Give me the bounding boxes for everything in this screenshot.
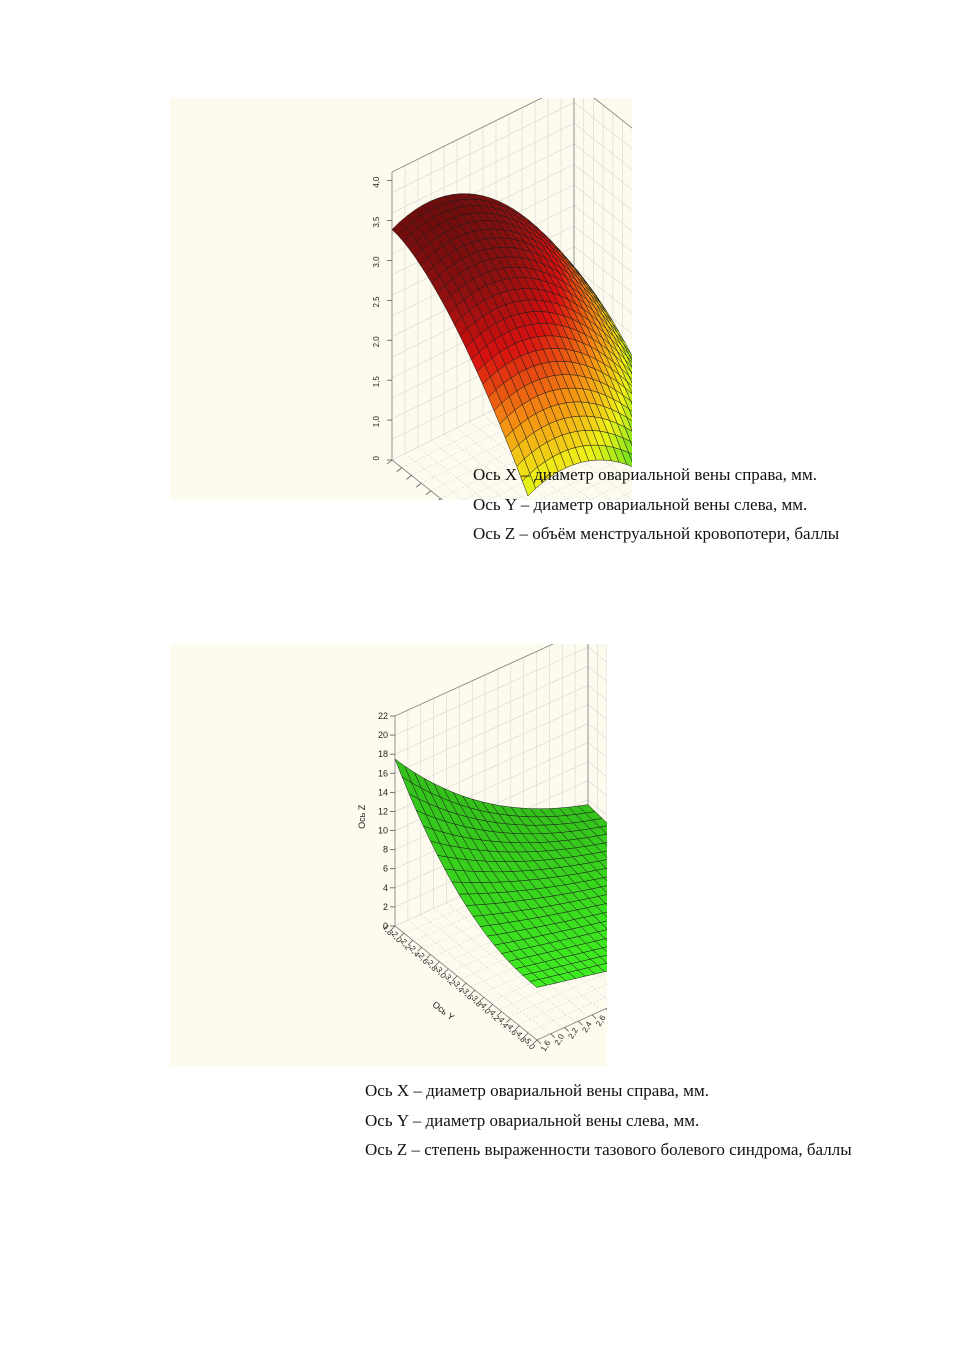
gridline	[573, 122, 632, 170]
y-tick-mark	[435, 961, 440, 966]
gridline	[593, 98, 632, 129]
x-tick-mark	[591, 1014, 597, 1020]
z-tick-label: 3,0	[372, 256, 381, 268]
z-tick-label: 2	[383, 902, 388, 912]
z-tick-label: 3,5	[372, 216, 381, 228]
gridline	[573, 184, 632, 232]
y-tick-mark	[470, 989, 476, 995]
gridline	[456, 427, 549, 500]
gridline	[394, 704, 589, 793]
z-tick-label: 2,0	[372, 336, 381, 348]
gridline	[573, 266, 632, 314]
x-tick-label: 2,0	[553, 1032, 567, 1047]
x-tick-mark	[550, 1033, 556, 1038]
gridline	[394, 644, 554, 717]
x-tick-mark	[536, 1039, 542, 1045]
y-tick-mark	[415, 482, 422, 488]
gridline	[391, 98, 543, 173]
x-tick-label: 2,6	[594, 1013, 607, 1028]
gridline	[417, 446, 486, 500]
y-tick-mark	[488, 1004, 493, 1009]
y-axis-label: Ось Y	[431, 999, 457, 1022]
gridline	[573, 164, 632, 211]
y-tick-mark	[425, 490, 432, 496]
y-tick-mark	[406, 475, 412, 480]
gridline	[573, 205, 632, 252]
surface-mesh	[391, 193, 632, 497]
y-tick-mark	[417, 947, 422, 952]
y-tick-mark	[396, 467, 402, 473]
x-tick-mark	[578, 1020, 583, 1026]
caption-plot-1: Ось X – диаметр овариальной вены справа,…	[473, 460, 839, 549]
y-tick-mark	[408, 939, 414, 945]
z-tick-label: 20	[378, 730, 388, 740]
gridline	[394, 646, 589, 736]
y-tick-mark	[426, 954, 431, 959]
z-tick-label: 2,5	[372, 296, 381, 308]
gridline	[391, 122, 575, 214]
z-axis-label: Ось Z	[357, 804, 367, 829]
surface-cell	[529, 979, 548, 988]
y-tick-mark	[461, 982, 467, 988]
gridline	[391, 459, 444, 500]
y-tick-mark	[386, 459, 393, 465]
gridline	[573, 102, 632, 150]
gridline	[430, 440, 507, 500]
z-tick-label: 1,0	[372, 416, 381, 428]
caption-y-axis: Ось Y – диаметр овариальной вены слева, …	[365, 1110, 700, 1130]
gridline	[573, 225, 632, 273]
caption-z-axis: Ось Z – степень выраженности тазового бо…	[365, 1140, 852, 1159]
x-tick-label: 1,6	[539, 1038, 553, 1053]
surface-plot-1-svg: 0 1,0 1,5 2,0 2,5 3,0 3,5 4,0	[372, 98, 632, 500]
gridline	[469, 421, 570, 500]
y-tick-mark	[438, 498, 441, 500]
gridline	[536, 1007, 607, 1041]
x-tick-label: 2,2	[567, 1026, 581, 1041]
gridline	[391, 102, 575, 193]
surface-mesh	[394, 758, 607, 988]
z-tick-label: 14	[378, 787, 388, 797]
y-tick-mark	[523, 1032, 529, 1038]
z-tick-label: 0	[383, 921, 388, 931]
gridline	[573, 143, 632, 191]
caption-x-axis: Ось X – диаметр овариальной вены справа,…	[473, 465, 817, 484]
gridline	[443, 434, 528, 500]
y-tick-mark	[399, 932, 405, 938]
gridline	[404, 453, 464, 500]
gridline	[573, 246, 632, 294]
z-tick-label: 22	[378, 711, 388, 721]
surface-plot-blood-loss: 0 1,0 1,5 2,0 2,5 3,0 3,5 4,0	[170, 98, 632, 500]
z-tick-label: 16	[378, 768, 388, 778]
z-tick-label: 1,5	[372, 376, 381, 388]
y-tick-mark	[506, 1018, 511, 1023]
y-tick-mark	[390, 925, 396, 931]
gridline	[394, 665, 589, 755]
caption-y-axis: Ось Y – диаметр овариальной вены слева, …	[473, 494, 808, 514]
surface-cell	[522, 473, 536, 497]
x-tick-mark	[605, 1008, 607, 1011]
z-tick-label: 4	[383, 883, 388, 893]
z-tick-label: 8	[383, 845, 388, 855]
x-tick-mark	[564, 1027, 569, 1032]
z-tick-label: 6	[383, 864, 388, 874]
y-tick-mark	[497, 1011, 502, 1016]
y-tick-mark	[532, 1039, 538, 1045]
z-tick-label: 10	[378, 826, 388, 836]
caption-z-axis: Ось Z – объём менструальной кровопотери,…	[473, 524, 840, 543]
z-tick-label: 0	[372, 455, 381, 460]
y-tick-mark	[479, 996, 485, 1002]
caption-x-axis: Ось X – диаметр овариальной вены справа,…	[365, 1081, 709, 1100]
y-tick-mark	[452, 975, 458, 981]
x-tick-label: 2,4	[580, 1020, 594, 1035]
gridline	[394, 684, 589, 774]
z-tick-label: 4,0	[372, 176, 381, 188]
z-tick-label: 18	[378, 749, 388, 759]
y-tick-mark	[514, 1025, 520, 1031]
caption-plot-2: Ось X – диаметр овариальной вены справа,…	[365, 1076, 852, 1165]
z-tick-label: 12	[378, 806, 388, 816]
gridline	[394, 644, 554, 717]
y-tick-mark	[443, 968, 449, 974]
